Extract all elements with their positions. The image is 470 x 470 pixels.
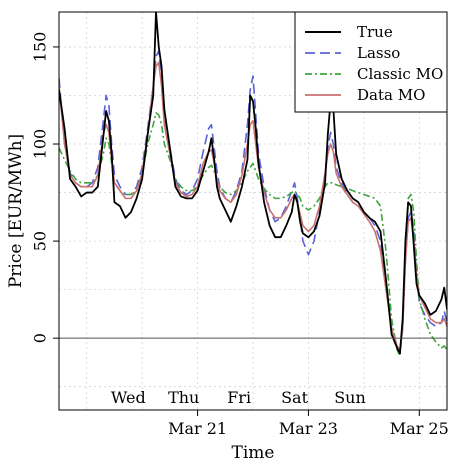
x-tick-label: Mar 23 bbox=[279, 419, 338, 438]
y-tick-label: 150 bbox=[31, 32, 50, 63]
y-tick-label: 100 bbox=[31, 129, 50, 160]
plot-frame bbox=[58, 11, 448, 411]
y-tick-label: 50 bbox=[31, 231, 50, 251]
legend: True Lasso Classic MO Data MO bbox=[294, 11, 448, 113]
series-line-classic-mo bbox=[59, 112, 447, 357]
legend-label-classic-mo: Classic MO bbox=[357, 65, 443, 83]
series-lines bbox=[59, 12, 447, 357]
day-label-thu: Thu bbox=[168, 388, 199, 407]
axes: 0 50 100 150 Mar 21 Mar 23 Mar 25 bbox=[31, 32, 449, 438]
series-line-lasso bbox=[59, 50, 447, 353]
legend-label-data-mo: Data MO bbox=[357, 86, 425, 104]
legend-label-lasso: Lasso bbox=[357, 44, 400, 62]
day-labels: Wed Thu Fri Sat Sun bbox=[111, 388, 366, 407]
day-label-sun: Sun bbox=[334, 388, 366, 407]
y-tick-label: 0 bbox=[31, 333, 50, 343]
series-line-true bbox=[59, 12, 447, 355]
day-label-wed: Wed bbox=[111, 388, 146, 407]
day-label-sat: Sat bbox=[281, 388, 309, 407]
legend-label-true: True bbox=[357, 23, 393, 41]
day-label-fri: Fri bbox=[227, 388, 251, 407]
x-tick-label: Mar 25 bbox=[390, 419, 449, 438]
y-axis-label: Price [EUR/MWh] bbox=[6, 134, 26, 288]
x-axis-label: Time bbox=[232, 443, 275, 463]
x-tick-label: Mar 21 bbox=[168, 419, 227, 438]
